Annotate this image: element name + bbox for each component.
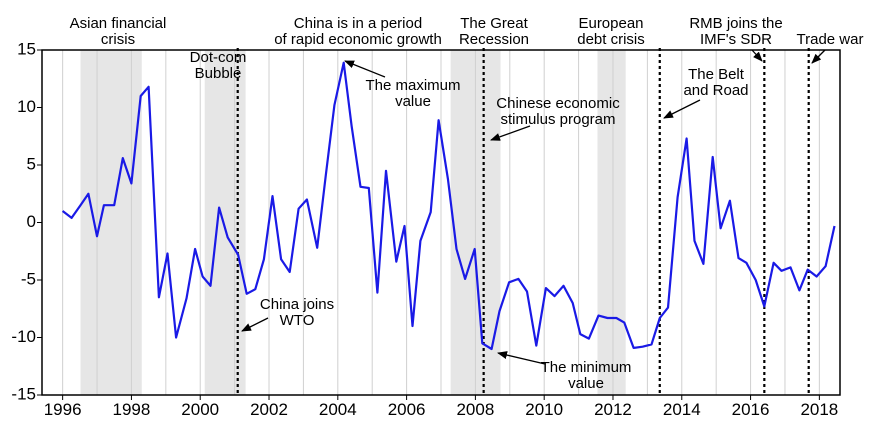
- annotation: value: [568, 375, 604, 392]
- annotation: and Road: [683, 82, 748, 99]
- annotation: The maximum: [365, 77, 460, 94]
- shaded-period: [80, 50, 142, 395]
- y-tick-label: 5: [27, 154, 36, 173]
- annotation-arrow: [497, 351, 546, 365]
- x-tick-label: 2010: [525, 400, 563, 419]
- x-tick-label: 2012: [594, 400, 632, 419]
- data-line: [61, 61, 836, 351]
- x-tick-label: 1996: [44, 400, 82, 419]
- annotation: IMF's SDR: [700, 31, 772, 48]
- shaded-period: [204, 50, 246, 395]
- annotation-arrow: [241, 317, 269, 332]
- x-tick-label: 2016: [732, 400, 770, 419]
- x-tick-label: 2004: [319, 400, 357, 419]
- y-tick-label: -15: [11, 384, 36, 403]
- annotation: value: [395, 93, 431, 110]
- annotation: The Great: [460, 15, 528, 32]
- annotation: WTO: [280, 312, 315, 329]
- x-tick-label: 1998: [113, 400, 151, 419]
- annotation: The Belt: [688, 66, 745, 83]
- x-tick-label: 2006: [388, 400, 426, 419]
- annotation: Dot-com: [190, 49, 247, 66]
- annotation: The minimum: [541, 359, 632, 376]
- annotation: European: [578, 15, 643, 32]
- y-tick-label: -10: [11, 327, 36, 346]
- annotation-arrow: [490, 125, 531, 141]
- annotation: China joins: [260, 296, 334, 313]
- y-tick-label: 0: [27, 212, 36, 231]
- annotation: China is in a period: [294, 15, 422, 32]
- annotation: stimulus program: [500, 111, 615, 128]
- annotation: Chinese economic: [496, 95, 620, 112]
- x-tick-label: 2018: [800, 400, 838, 419]
- annotation: Trade war: [797, 31, 864, 48]
- annotation-arrow: [344, 60, 386, 78]
- annotation: of rapid economic growth: [274, 31, 442, 48]
- annotation-arrow: [751, 49, 763, 62]
- annotation-arrow: [663, 99, 701, 119]
- annotation: RMB joins the: [689, 15, 782, 32]
- annotation: debt crisis: [577, 31, 645, 48]
- annotation: Asian financial: [70, 15, 167, 32]
- y-tick-label: 15: [17, 39, 36, 58]
- x-tick-label: 2002: [250, 400, 288, 419]
- annotation-arrow: [811, 49, 826, 64]
- y-tick-label: -5: [21, 269, 36, 288]
- annotation: Recession: [459, 31, 529, 48]
- x-tick-label: 2014: [663, 400, 701, 419]
- annotation: Bubble: [195, 65, 242, 82]
- annotation: crisis: [101, 31, 135, 48]
- x-tick-label: 2000: [181, 400, 219, 419]
- y-tick-label: 10: [17, 97, 36, 116]
- x-tick-label: 2008: [456, 400, 494, 419]
- shaded-period: [597, 50, 626, 395]
